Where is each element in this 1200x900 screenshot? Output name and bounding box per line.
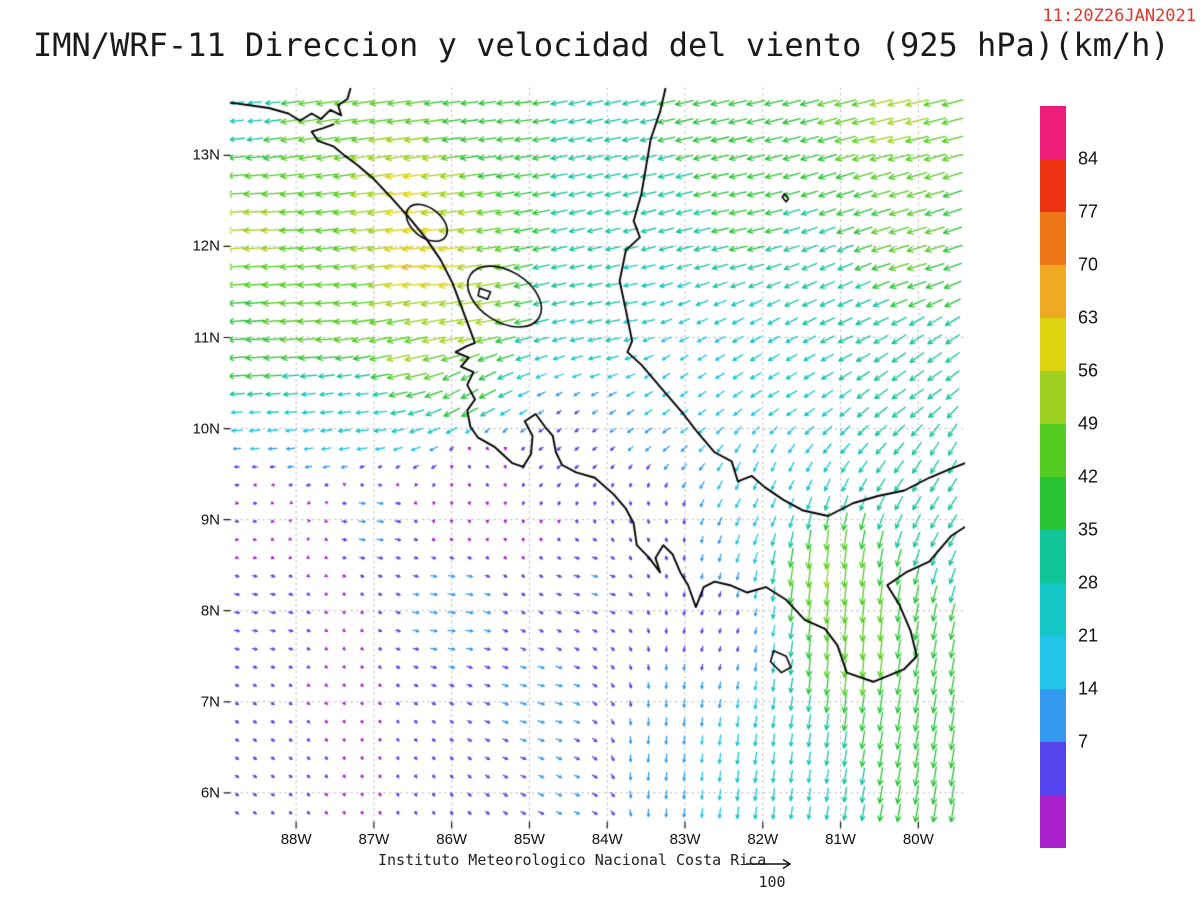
colorbar-label: 42 (1078, 466, 1099, 487)
colorbar-segment (1040, 636, 1066, 689)
colorbar-segment (1040, 742, 1066, 795)
x-axis-label: 88W (280, 831, 312, 848)
colorbar-segment (1040, 159, 1066, 212)
colorbar-segment (1040, 265, 1066, 318)
x-axis-label: 86W (436, 831, 468, 848)
valid-timestamp: 11:20Z26JAN2021 (1042, 6, 1196, 26)
x-axis-label: 85W (514, 831, 545, 848)
colorbar-segment (1040, 795, 1066, 848)
reference-arrow-label: 100 (758, 873, 786, 891)
colorbar-segment (1040, 371, 1066, 424)
y-axis-label: 11N (193, 329, 220, 347)
colorbar-label: 28 (1078, 572, 1099, 593)
colorbar-label: 21 (1078, 625, 1099, 646)
x-axis-label: 84W (591, 831, 623, 848)
reference-arrow-block: 100 (742, 856, 802, 891)
colorbar (1040, 106, 1066, 848)
y-axis-label: 6N (200, 784, 220, 802)
x-axis-label: 80W (902, 831, 934, 848)
colorbar-label: 14 (1078, 678, 1099, 699)
footer-caption: Instituto Meteorologico Nacional Costa R… (378, 851, 767, 869)
colorbar-label: 7 (1078, 731, 1089, 752)
colorbar-segment (1040, 689, 1066, 742)
x-axis-label: 82W (747, 831, 779, 848)
colorbar-segment (1040, 318, 1066, 371)
y-axis-label: 7N (200, 693, 220, 711)
reference-arrow-icon (746, 858, 792, 870)
chart-title: IMN/WRF-11 Direccion y velocidad del vie… (33, 26, 1170, 64)
colorbar-segment (1040, 530, 1066, 583)
x-axis-label: 83W (669, 831, 701, 848)
colorbar-segment (1040, 106, 1066, 159)
y-axis-label: 10N (192, 420, 220, 438)
colorbar-segment (1040, 477, 1066, 530)
colorbar-label: 56 (1078, 360, 1099, 381)
x-axis-label: 81W (825, 831, 856, 848)
colorbar-label: 77 (1078, 201, 1099, 222)
colorbar-label: 70 (1078, 254, 1099, 275)
colorbar-label: 35 (1078, 519, 1099, 540)
y-axis-label: 9N (200, 511, 220, 529)
colorbar-label: 49 (1078, 413, 1099, 434)
colorbar-segment (1040, 583, 1066, 636)
colorbar-label: 84 (1078, 148, 1099, 169)
y-axis-label: 8N (200, 602, 220, 620)
colorbar-label: 63 (1078, 307, 1099, 328)
x-axis-label: 87W (358, 831, 390, 848)
y-axis-label: 12N (192, 237, 220, 255)
colorbar-segment (1040, 424, 1066, 477)
colorbar-segment (1040, 212, 1066, 265)
y-axis-label: 13N (192, 146, 220, 164)
